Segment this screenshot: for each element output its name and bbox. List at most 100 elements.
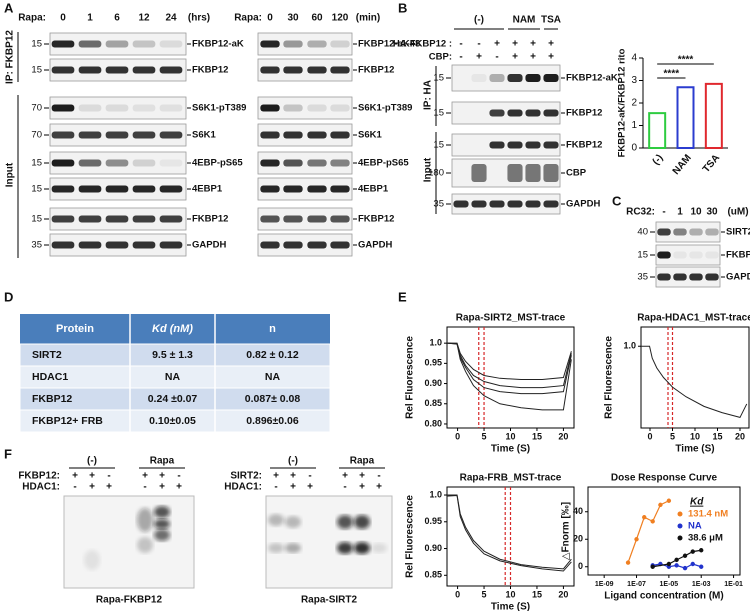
smear: [84, 550, 100, 570]
band: [705, 251, 719, 259]
data-point: [650, 519, 655, 524]
sign: -: [343, 482, 346, 493]
band-label: S6K1-pT389: [192, 103, 246, 114]
mw-label: 15: [31, 158, 42, 169]
band: [159, 159, 183, 167]
band-label: FKBP12: [566, 108, 602, 119]
smear: [371, 543, 387, 553]
blot-membrane: [63, 495, 195, 589]
sign: +: [548, 52, 554, 63]
legend-label: NA: [688, 521, 702, 532]
smear: [154, 506, 170, 518]
data-point: [674, 557, 679, 563]
panel-label: B: [398, 0, 407, 15]
y-axis-label: Rel Fluorescence: [405, 495, 416, 578]
band-label: 4EBP-pS65: [358, 158, 409, 169]
table-cell: 0.087± 0.08: [245, 393, 301, 405]
table-cell: FKBP12+ FRB: [32, 415, 103, 427]
sign: +: [530, 52, 536, 63]
condition-label: HA-FKBP12 :: [393, 39, 452, 50]
y-tick-label: 0.85: [424, 570, 442, 580]
band: [159, 66, 183, 74]
band: [471, 200, 487, 208]
table-cell: 9.5 ± 1.3: [152, 349, 193, 361]
band-label: FKBP12-aK: [192, 39, 244, 50]
band: [330, 241, 350, 249]
sign: +: [342, 471, 348, 482]
band: [51, 159, 75, 167]
panel-label: E: [398, 289, 407, 304]
smear: [268, 514, 284, 526]
band-label: S6K1: [358, 130, 382, 141]
band: [507, 141, 523, 149]
panel-label: F: [4, 446, 12, 461]
band: [307, 66, 327, 74]
ip-label: IP: FKBP12: [5, 30, 16, 84]
x-tick-label: 0: [455, 431, 460, 441]
band: [689, 251, 703, 259]
band: [78, 131, 102, 139]
sign: -: [495, 52, 498, 63]
x-tick-label: 1E-03: [692, 581, 711, 588]
band: [159, 131, 183, 139]
legend-label: 38.6 μM: [688, 533, 723, 544]
blot-strip: [257, 233, 353, 257]
band: [260, 66, 280, 74]
condition-label: HDAC1:: [224, 482, 262, 493]
band-label: SIRT2: [726, 227, 750, 238]
sign: +: [273, 471, 279, 482]
y-tick-label: 4: [631, 53, 637, 64]
band: [453, 200, 469, 208]
band: [78, 104, 102, 112]
band: [489, 74, 505, 82]
band: [471, 74, 487, 82]
band: [657, 273, 671, 281]
treatment-label: Rapa:: [18, 13, 46, 24]
band: [705, 273, 719, 281]
band: [260, 215, 280, 223]
band: [132, 104, 156, 112]
band: [330, 66, 350, 74]
band: [159, 215, 183, 223]
band: [78, 215, 102, 223]
data-point: [666, 498, 672, 503]
band: [260, 185, 280, 193]
mw-label: 35: [31, 240, 42, 251]
sign: +: [494, 39, 500, 50]
sign: -: [73, 482, 76, 493]
band: [105, 159, 129, 167]
blot-strip: [49, 151, 187, 175]
band: [132, 241, 156, 249]
significance-label: ****: [664, 69, 680, 80]
blot-strip: [655, 221, 721, 243]
group-label: (-): [87, 456, 97, 467]
band-label: FKBP12: [358, 65, 394, 76]
mw-label: 15: [637, 250, 648, 261]
y-tick-label: 0: [631, 143, 637, 154]
band: [283, 159, 303, 167]
sign: -: [377, 471, 380, 482]
band-label: FKBP12: [566, 140, 602, 151]
data-point: [699, 564, 704, 569]
band: [283, 104, 303, 112]
band: [525, 109, 541, 117]
band: [283, 241, 303, 249]
data-point: [650, 564, 655, 569]
mw-label: 35: [637, 272, 648, 283]
sign: +: [548, 39, 554, 50]
band: [51, 104, 75, 112]
band: [673, 273, 687, 281]
band: [330, 104, 350, 112]
blot-strip: [49, 96, 187, 120]
plot-frame: [446, 486, 575, 587]
x-axis-label: Ligand concentration (M): [604, 591, 723, 602]
panel-label: C: [612, 193, 622, 208]
sign: +: [359, 471, 365, 482]
y-tick-label: 0.90: [424, 543, 442, 553]
band: [330, 159, 350, 167]
x-tick-label: 1E-07: [627, 581, 646, 588]
y-tick-label: 0.90: [424, 378, 442, 388]
lane-label: 0: [267, 13, 273, 24]
bar: [704, 82, 723, 149]
